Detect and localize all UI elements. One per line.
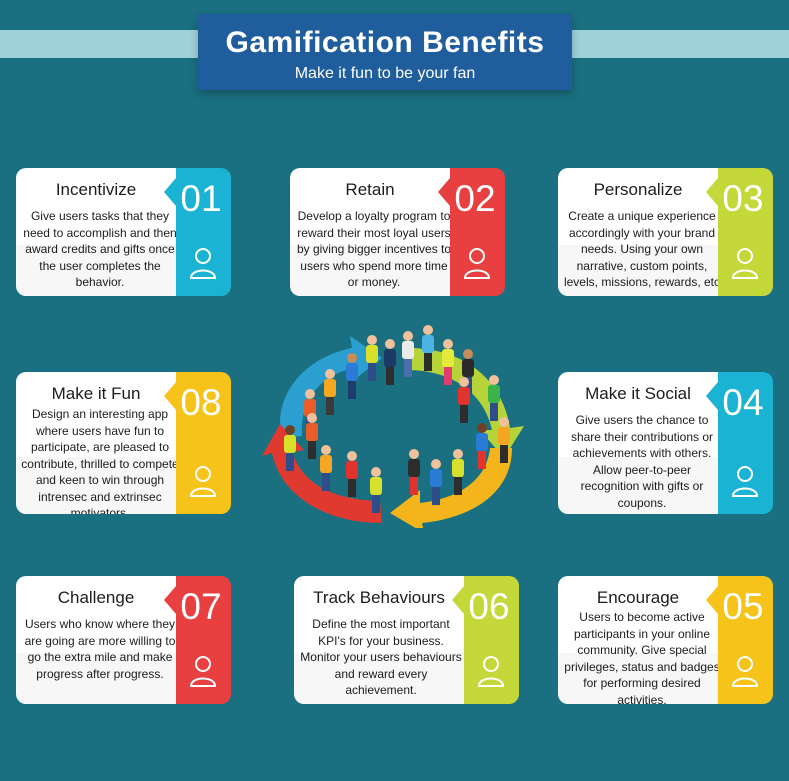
- card-make-it-social: Make it Social Give users the chance to …: [558, 372, 773, 514]
- card-make-it-fun: Make it Fun Design an interesting app wh…: [16, 372, 231, 514]
- card-track-behaviours: Track Behaviours Define the most importa…: [294, 576, 519, 704]
- card-title: Incentivize: [55, 180, 137, 199]
- card-title: Make it Fun: [51, 384, 141, 403]
- card-body: Users to become active participants in y…: [564, 610, 718, 704]
- card-body: Define the most important KPI's for your…: [300, 617, 462, 697]
- card-number: 01: [180, 178, 222, 219]
- page-title: Gamification Benefits: [225, 26, 545, 59]
- card-encourage: Encourage Users to become active partici…: [558, 576, 773, 704]
- card-title: Encourage: [596, 588, 680, 607]
- card-number: 08: [180, 382, 222, 423]
- header-banner: Gamification Benefits Make it fun to be …: [198, 14, 572, 90]
- card-number-tab: [452, 576, 519, 704]
- cycle-arrow-yellow: [390, 448, 512, 528]
- user-icon: [731, 656, 759, 687]
- user-icon: [731, 466, 759, 497]
- card-number-tab: [706, 576, 773, 704]
- card-number-tab: [438, 168, 505, 296]
- user-icon: [731, 248, 759, 279]
- card-body: Create a unique experience accordingly w…: [563, 209, 718, 289]
- card-incentivize: Incentivize Give users tasks that they n…: [16, 168, 231, 296]
- card-panel: Challenge Users who know where they are …: [16, 576, 176, 704]
- card-panel: Incentivize Give users tasks that they n…: [16, 168, 176, 296]
- card-panel: Make it Fun Design an interesting app wh…: [16, 372, 176, 514]
- cycle-arrow-blue: [280, 336, 382, 438]
- card-title: Retain: [345, 180, 395, 199]
- card-body: Design an interesting app where users ha…: [21, 407, 176, 514]
- card-panel: Retain Develop a loyalty program to rewa…: [290, 168, 450, 296]
- people-group: [284, 325, 510, 513]
- card-number-tab: [706, 372, 773, 514]
- card-retain: Retain Develop a loyalty program to rewa…: [290, 168, 505, 296]
- card-number-tab: [706, 168, 773, 296]
- card-number-tab: [164, 168, 231, 296]
- cycle-arrow-lime: [402, 347, 524, 458]
- card-panel: Track Behaviours Define the most importa…: [294, 576, 464, 704]
- user-icon: [463, 248, 491, 279]
- card-number: 02: [454, 178, 496, 219]
- card-body: Give users the chance to share their con…: [570, 413, 714, 510]
- card-panel: Make it Social Give users the chance to …: [558, 372, 718, 514]
- card-number: 07: [180, 586, 222, 627]
- user-icon: [189, 466, 217, 497]
- people-cycle-illustration: [262, 325, 524, 528]
- page-subtitle: Make it fun to be your fan: [294, 65, 476, 82]
- card-number: 04: [722, 382, 764, 423]
- card-number: 06: [468, 586, 510, 627]
- user-icon: [477, 656, 505, 687]
- user-icon: [189, 248, 217, 279]
- card-personalize: Personalize Create a unique experience a…: [558, 168, 773, 296]
- card-number: 05: [722, 586, 764, 627]
- card-body: Users who know where they are going are …: [24, 617, 176, 681]
- card-panel: Personalize Create a unique experience a…: [558, 168, 718, 296]
- card-title: Track Behaviours: [313, 588, 445, 607]
- card-body: Give users tasks that they need to accom…: [23, 209, 176, 289]
- card-title: Challenge: [57, 588, 135, 607]
- card-title: Make it Social: [585, 384, 691, 403]
- card-number-tab: [164, 576, 231, 704]
- card-number: 03: [722, 178, 764, 219]
- card-number-tab: [164, 372, 231, 514]
- card-challenge: Challenge Users who know where they are …: [16, 576, 231, 704]
- user-icon: [189, 656, 217, 687]
- card-body: Develop a loyalty program to reward thei…: [296, 209, 450, 289]
- card-panel: Encourage Users to become active partici…: [558, 576, 718, 704]
- card-title: Personalize: [593, 180, 683, 199]
